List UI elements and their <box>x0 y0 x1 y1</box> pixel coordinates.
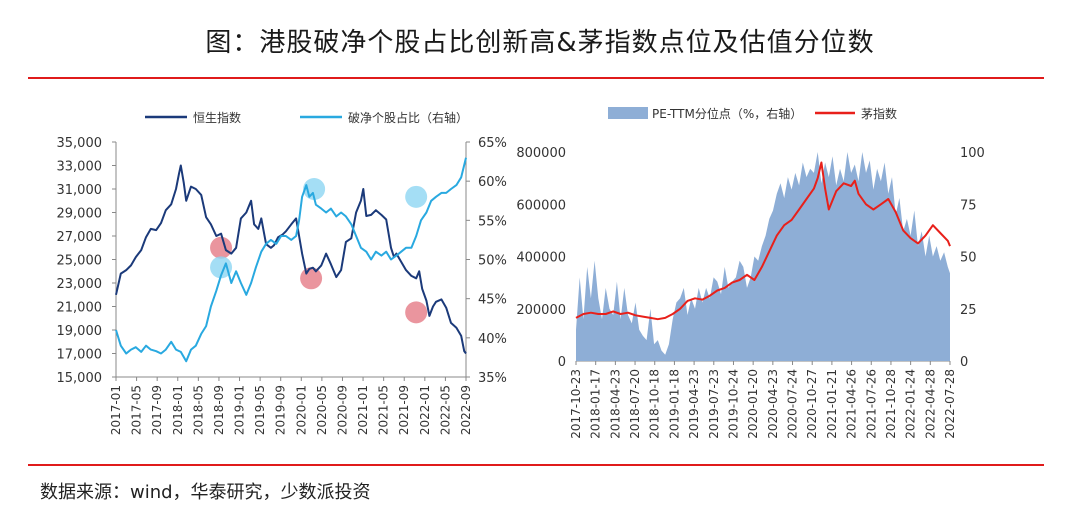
x-tick-label: 2021-01-21 <box>825 369 839 439</box>
x-tick-label: 2021-05 <box>377 385 391 435</box>
y-left-tick: 17,000 <box>57 348 103 363</box>
x-tick-label: 2020-01-20 <box>746 369 760 439</box>
y-left-tick: 400000 <box>516 251 566 266</box>
x-tick-label: 2022-04-28 <box>923 369 937 439</box>
y-left-tick: 31,000 <box>57 183 103 198</box>
y-left-tick: 600000 <box>516 198 566 213</box>
x-tick-label: 2022-05 <box>438 385 452 435</box>
chart-hsi-pb-ratio: 恒生指数 破净个股占比（右轴） 35,000 33,000 31,000 29,000 27… <box>57 110 507 435</box>
x-tick-label: 2019-01-18 <box>667 369 681 439</box>
x-tick-label: 2018-10-18 <box>648 369 662 439</box>
legend-label-pe: PE-TTM分位点（%，右轴） <box>652 106 802 121</box>
x-tick-label: 2021-10-28 <box>884 369 898 439</box>
x-tick-label: 2018-05 <box>191 385 205 435</box>
x-tick-label: 2020-07-24 <box>786 369 800 439</box>
highlight-marker-red <box>405 301 428 324</box>
bottom-divider <box>28 464 1044 466</box>
legend-label-mao: 茅指数 <box>861 106 897 121</box>
series-mao-line <box>575 161 951 321</box>
highlight-marker-red <box>210 236 233 259</box>
x-tick-label: 2019-04-23 <box>687 369 701 439</box>
y-left-tick: 33,000 <box>57 160 103 175</box>
x-tick-label: 2018-09 <box>212 385 226 435</box>
source-note: 数据来源：wind，华泰研究，少数派投资 <box>40 482 371 503</box>
series-pb-ratio-line <box>115 157 467 363</box>
y-left-tick: 21,000 <box>57 301 103 316</box>
x-tick-label: 2022-01 <box>418 385 432 435</box>
y-right-tick: 60% <box>478 175 507 190</box>
highlight-marker-blue <box>210 256 233 279</box>
y-left-tick: 35,000 <box>57 136 103 151</box>
x-tick-label: 2017-09 <box>150 385 164 435</box>
x-tick-label: 2018-04-23 <box>608 369 622 439</box>
top-divider <box>28 77 1044 79</box>
x-tick-label: 2020-05 <box>315 385 329 435</box>
x-tick-label: 2021-01 <box>356 385 370 435</box>
x-tick-label: 2018-01 <box>171 385 185 435</box>
y-left-tick: 15,000 <box>57 371 103 386</box>
y-right-tick: 65% <box>478 136 507 151</box>
y-right-tick: 40% <box>478 332 507 347</box>
x-tick-label: 2019-10-24 <box>726 369 740 439</box>
x-tick-label: 2021-09 <box>397 385 411 435</box>
y-right-tick: 100 <box>960 146 985 161</box>
x-tick-label: 2022-01-24 <box>904 369 918 439</box>
y-right-tick: 45% <box>478 293 507 308</box>
highlight-marker-red <box>300 267 323 290</box>
x-tick-label: 2017-01 <box>109 385 123 435</box>
x-tick-label: 2019-01 <box>233 385 247 435</box>
x-tick-label: 2020-01 <box>294 385 308 435</box>
x-tick-label: 2021-04-26 <box>845 369 859 439</box>
x-tick-label: 2017-05 <box>130 385 144 435</box>
x-tick-label: 2017-10-23 <box>569 369 583 439</box>
y-right-tick: 75 <box>960 198 977 213</box>
chart-mao-index-pe: PE-TTM分位点（%，右轴） 茅指数 800000 600000 400000 2000… <box>516 106 985 439</box>
x-tick-label: 2019-07-23 <box>707 369 721 439</box>
highlight-marker-blue <box>405 185 428 208</box>
x-tick-label: 2020-10-27 <box>805 369 819 439</box>
x-tick-label: 2022-07-28 <box>943 369 957 439</box>
y-left-tick: 29,000 <box>57 207 103 222</box>
x-tick-label: 2021-07-26 <box>864 369 878 439</box>
page-title: 图：港股破净个股占比创新高&茅指数点位及估值分位数 <box>205 28 875 58</box>
legend-swatch-pe <box>608 107 648 119</box>
y-right-tick: 35% <box>478 371 507 386</box>
y-right-tick: 0 <box>960 355 968 370</box>
x-tick-label: 2022-09 <box>459 385 473 435</box>
legend-label-0: 恒生指数 <box>193 110 241 125</box>
y-left-tick: 0 <box>558 355 566 370</box>
y-left-tick: 200000 <box>516 303 566 318</box>
x-tick-label: 2020-09 <box>335 385 349 435</box>
legend-label-1: 破净个股占比（右轴） <box>348 110 468 125</box>
y-left-tick: 23,000 <box>57 277 103 292</box>
series-pe-area <box>576 152 950 361</box>
x-tick-label: 2020-04-23 <box>766 369 780 439</box>
y-left-tick: 25,000 <box>57 254 103 269</box>
y-right-tick: 50 <box>960 251 977 266</box>
y-right-tick: 55% <box>478 214 507 229</box>
y-left-tick: 27,000 <box>57 230 103 245</box>
x-tick-label: 2019-09 <box>274 385 288 435</box>
x-tick-label: 2018-07-20 <box>628 369 642 439</box>
y-right-tick: 50% <box>478 254 507 269</box>
x-tick-label: 2018-01-17 <box>589 369 603 439</box>
y-right-tick: 25 <box>960 303 977 318</box>
y-left-tick: 19,000 <box>57 324 103 339</box>
y-left-tick: 800000 <box>516 146 566 161</box>
x-tick-label: 2019-05 <box>253 385 267 435</box>
